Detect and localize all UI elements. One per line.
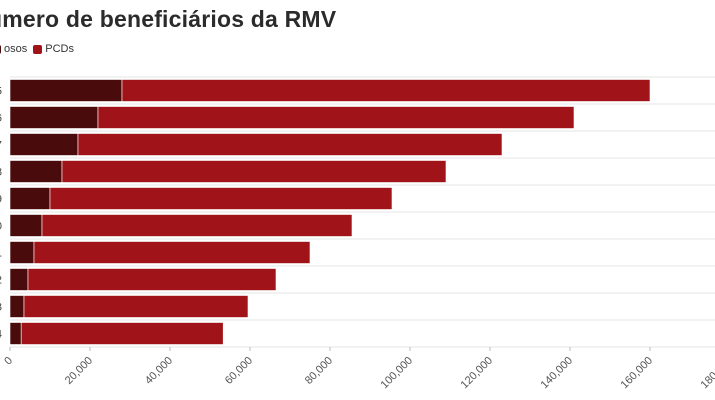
legend-swatch-osos	[0, 44, 1, 54]
bar-osos	[9, 241, 35, 264]
y-tick-label: 9	[0, 194, 2, 206]
x-tick-label: 0	[2, 355, 15, 368]
bar-osos	[9, 295, 25, 318]
y-tick-label: 0	[0, 221, 2, 233]
x-tick-label: 80,000	[303, 355, 335, 387]
bar-osos	[9, 106, 99, 129]
bar-pcds	[23, 295, 249, 318]
bar-osos	[9, 268, 29, 291]
x-tick-label: 100,000	[379, 355, 416, 392]
y-tick-label: 3	[0, 302, 2, 314]
x-tick-label: 60,000	[223, 355, 255, 387]
x-tick-label: 140,000	[539, 355, 576, 392]
y-tick-label: 1	[0, 248, 2, 260]
bar-pcds	[33, 241, 311, 264]
y-tick-label: 7	[0, 140, 2, 152]
bar-pcds	[77, 133, 503, 156]
bar-osos	[9, 133, 79, 156]
bar-pcds	[121, 79, 651, 102]
chart-title: úmero de beneficiários da RMV	[0, 6, 337, 32]
y-tick-label: 5	[0, 86, 2, 98]
x-tick-label: 20,000	[63, 355, 95, 387]
bar-pcds	[61, 160, 447, 183]
legend-swatch-pcds	[33, 44, 43, 54]
y-tick-label: 6	[0, 113, 2, 125]
y-tick-label: 4	[0, 329, 2, 341]
chart-legend: osos PCDs	[0, 43, 80, 55]
bar-osos	[9, 160, 63, 183]
x-tick-label: 160,000	[619, 355, 656, 392]
bar-osos	[9, 79, 123, 102]
x-tick-label: 180,000	[699, 355, 715, 392]
y-tick-label: 8	[0, 167, 2, 179]
y-tick-label: 2	[0, 275, 2, 287]
bar-pcds	[27, 268, 277, 291]
bar-pcds	[97, 106, 575, 129]
legend-label-pcds: PCDs	[45, 43, 74, 55]
x-tick-label: 40,000	[143, 355, 175, 387]
bar-pcds	[49, 187, 393, 210]
bar-osos	[9, 322, 22, 345]
bar-pcds	[20, 322, 224, 345]
x-tick-label: 120,000	[459, 355, 496, 392]
legend-label-osos: osos	[4, 43, 28, 55]
bar-osos	[9, 187, 51, 210]
bar-pcds	[41, 214, 353, 237]
legend-item-pcds[interactable]: PCDs	[33, 43, 74, 55]
bar-osos	[9, 214, 43, 237]
legend-item-osos[interactable]: osos	[0, 43, 27, 55]
